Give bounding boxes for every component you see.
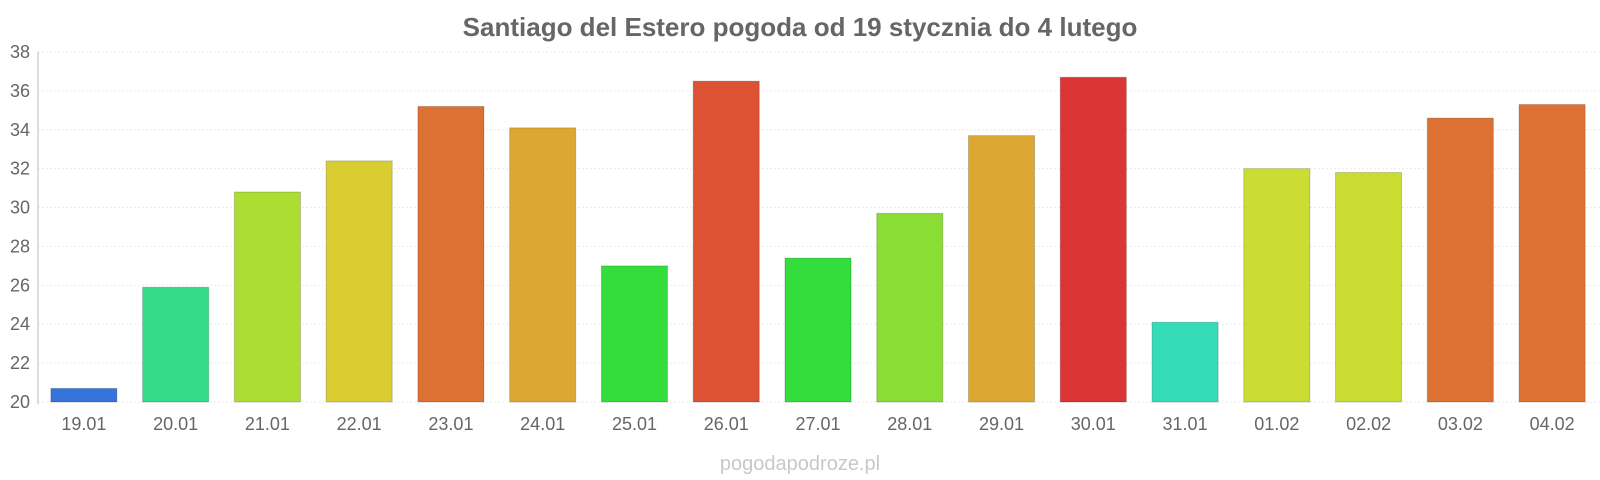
chart-title: Santiago del Estero pogoda od 19 styczni…: [463, 12, 1138, 42]
x-tick-label: 31.01: [1163, 414, 1208, 434]
bar-03.02: [1426, 117, 1494, 403]
x-tick-label: 01.02: [1254, 414, 1299, 434]
x-tick-label: 24.01: [520, 414, 565, 434]
bar-01.02: [1243, 168, 1311, 403]
bar-29.01: [967, 135, 1036, 403]
x-tick-label: 27.01: [795, 414, 840, 434]
watermark: pogodapodroze.pl: [720, 453, 880, 475]
bar-31.01: [1151, 321, 1219, 403]
x-tick-label: 20.01: [153, 414, 198, 434]
bar-25.01: [600, 265, 669, 403]
y-tick-label: 20: [10, 392, 30, 412]
bar-22.01: [325, 160, 393, 403]
y-axis-ticks: 20 22 24 26 28 30 32 34 36 38: [10, 42, 30, 412]
x-tick-label: 26.01: [704, 414, 749, 434]
y-tick-label: 26: [10, 275, 30, 295]
x-axis-ticks: 19.01 20.01 21.01 22.01 23.01 24.01 25.01 26.01…: [61, 414, 1574, 434]
x-tick-label: 19.01: [61, 414, 106, 434]
bar-24.01: [509, 127, 577, 403]
y-tick-label: 22: [10, 353, 30, 373]
bar-28.01: [876, 212, 944, 403]
y-tick-label: 28: [10, 236, 30, 256]
bar-27.01: [784, 257, 852, 403]
bar-04.02: [1518, 104, 1586, 403]
y-tick-label: 32: [10, 159, 30, 179]
bar-20.01: [142, 286, 210, 403]
y-tick-label: 24: [10, 314, 30, 334]
x-tick-label: 22.01: [337, 414, 382, 434]
y-tick-label: 34: [10, 120, 30, 140]
bar-layer: [50, 76, 1586, 403]
x-tick-label: 23.01: [428, 414, 473, 434]
x-tick-label: 28.01: [887, 414, 932, 434]
bar-19.01: [50, 387, 118, 403]
x-tick-label: 02.02: [1346, 414, 1391, 434]
bar-21.01: [233, 191, 301, 403]
x-tick-label: 30.01: [1071, 414, 1116, 434]
y-tick-label: 38: [10, 42, 30, 62]
x-tick-label: 03.02: [1438, 414, 1483, 434]
bar-26.01: [692, 80, 760, 403]
y-tick-label: 30: [10, 198, 30, 218]
y-tick-label: 36: [10, 81, 30, 101]
x-tick-label: 21.01: [245, 414, 290, 434]
x-tick-label: 25.01: [612, 414, 657, 434]
bar-30.01: [1059, 76, 1127, 403]
bar-02.02: [1335, 172, 1403, 403]
x-tick-label: 04.02: [1530, 414, 1575, 434]
bar-23.01: [417, 105, 485, 403]
x-tick-label: 29.01: [979, 414, 1024, 434]
